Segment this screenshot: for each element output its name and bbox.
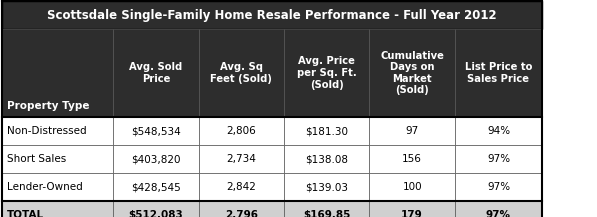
Text: 97%: 97% <box>487 182 510 192</box>
Text: $548,534: $548,534 <box>131 126 181 136</box>
Text: Cumulative
Days on
Market
(Sold): Cumulative Days on Market (Sold) <box>380 51 444 95</box>
Bar <box>455 29 542 117</box>
Text: Lender-Owned: Lender-Owned <box>7 182 83 192</box>
Text: Property Type: Property Type <box>7 101 90 111</box>
Bar <box>284 201 370 217</box>
Text: $403,820: $403,820 <box>131 154 181 164</box>
Bar <box>199 117 284 145</box>
Text: $169.85: $169.85 <box>303 210 350 217</box>
Text: 2,734: 2,734 <box>226 154 256 164</box>
Bar <box>455 173 542 201</box>
Bar <box>2 173 113 201</box>
Text: $428,545: $428,545 <box>131 182 181 192</box>
Text: List Price to
Sales Price: List Price to Sales Price <box>465 62 532 84</box>
Bar <box>284 145 370 173</box>
Text: $138.08: $138.08 <box>305 154 348 164</box>
Bar <box>2 201 113 217</box>
Text: 97%: 97% <box>486 210 511 217</box>
Text: Avg. Price
per Sq. Ft.
(Sold): Avg. Price per Sq. Ft. (Sold) <box>297 56 356 90</box>
Bar <box>284 117 370 145</box>
Bar <box>113 201 199 217</box>
Text: 97: 97 <box>405 126 418 136</box>
Text: Short Sales: Short Sales <box>7 154 66 164</box>
Text: 100: 100 <box>402 182 422 192</box>
Bar <box>2 1 542 29</box>
Bar <box>2 145 113 173</box>
Bar <box>455 201 542 217</box>
Bar <box>199 145 284 173</box>
Text: 94%: 94% <box>487 126 510 136</box>
Text: Avg. Sq
Feet (Sold): Avg. Sq Feet (Sold) <box>210 62 272 84</box>
Text: 2,806: 2,806 <box>226 126 256 136</box>
Text: 2,796: 2,796 <box>225 210 258 217</box>
Text: $139.03: $139.03 <box>305 182 348 192</box>
Text: Non-Distressed: Non-Distressed <box>7 126 87 136</box>
Bar <box>113 173 199 201</box>
Bar <box>455 145 542 173</box>
Bar <box>370 145 455 173</box>
Text: 97%: 97% <box>487 154 510 164</box>
Bar <box>370 173 455 201</box>
Text: 179: 179 <box>401 210 423 217</box>
Bar <box>284 29 370 117</box>
Text: TOTAL: TOTAL <box>7 210 44 217</box>
Text: $512,083: $512,083 <box>128 210 183 217</box>
Bar <box>2 117 113 145</box>
Bar <box>284 173 370 201</box>
Bar <box>455 117 542 145</box>
Bar <box>199 29 284 117</box>
Bar <box>113 117 199 145</box>
Bar <box>113 145 199 173</box>
Bar <box>370 201 455 217</box>
Bar <box>113 29 199 117</box>
Bar <box>199 201 284 217</box>
Text: 2,842: 2,842 <box>226 182 256 192</box>
Bar <box>370 29 455 117</box>
Bar <box>199 173 284 201</box>
Text: Avg. Sold
Price: Avg. Sold Price <box>130 62 183 84</box>
Bar <box>370 117 455 145</box>
Text: $181.30: $181.30 <box>305 126 348 136</box>
Bar <box>2 29 113 117</box>
Text: 156: 156 <box>402 154 422 164</box>
Text: Scottsdale Single-Family Home Resale Performance - Full Year 2012: Scottsdale Single-Family Home Resale Per… <box>47 8 497 21</box>
